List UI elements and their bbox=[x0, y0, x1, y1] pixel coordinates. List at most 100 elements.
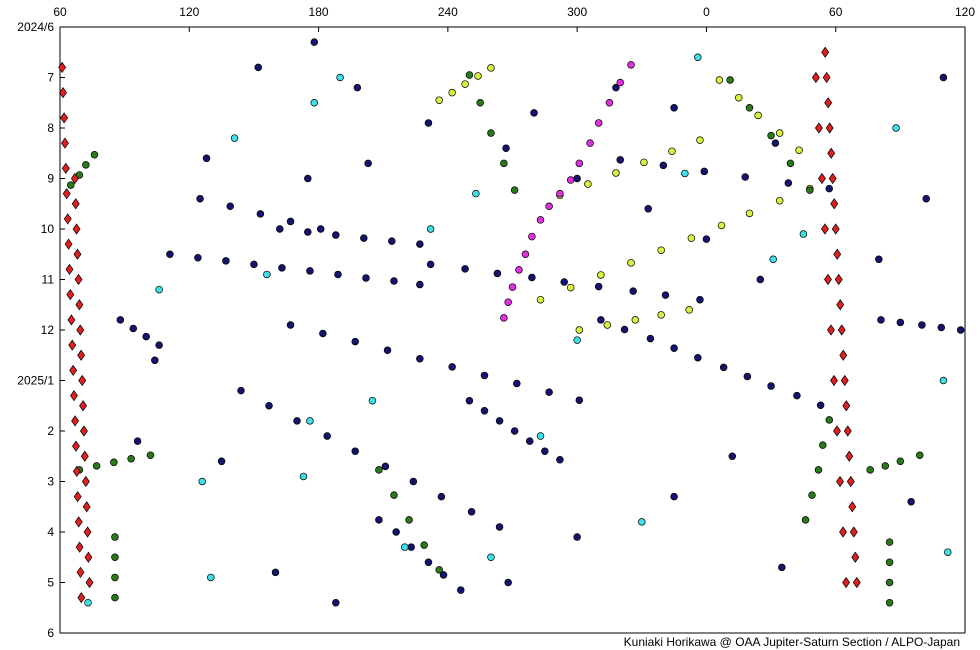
marker bbox=[814, 466, 823, 474]
marker bbox=[822, 71, 831, 84]
marker bbox=[515, 266, 523, 274]
marker bbox=[896, 457, 905, 466]
marker bbox=[806, 186, 814, 194]
marker bbox=[90, 151, 99, 159]
marker bbox=[73, 248, 82, 260]
marker bbox=[250, 260, 258, 269]
marker bbox=[741, 173, 749, 181]
marker bbox=[64, 238, 73, 250]
marker bbox=[918, 321, 926, 329]
marker bbox=[405, 516, 413, 524]
marker bbox=[521, 250, 530, 259]
marker bbox=[217, 457, 226, 466]
marker bbox=[840, 374, 849, 387]
x-tick-label: 180 bbox=[309, 5, 329, 19]
marker bbox=[409, 477, 418, 486]
marker bbox=[254, 63, 262, 72]
marker bbox=[545, 202, 553, 211]
marker bbox=[70, 172, 79, 185]
marker bbox=[65, 263, 74, 276]
marker bbox=[819, 441, 827, 449]
y-tick-label: 7 bbox=[47, 71, 54, 85]
marker bbox=[620, 325, 629, 334]
marker bbox=[71, 198, 80, 210]
marker bbox=[67, 314, 76, 326]
marker bbox=[332, 598, 340, 607]
marker bbox=[360, 234, 368, 242]
marker bbox=[816, 401, 825, 409]
marker bbox=[530, 109, 538, 117]
marker bbox=[573, 533, 581, 541]
marker bbox=[821, 46, 830, 58]
marker bbox=[833, 425, 841, 437]
marker bbox=[62, 188, 71, 200]
marker bbox=[657, 311, 665, 319]
marker bbox=[848, 501, 857, 513]
marker bbox=[726, 76, 734, 84]
marker bbox=[696, 136, 704, 144]
marker bbox=[778, 563, 786, 572]
marker bbox=[640, 158, 648, 167]
marker bbox=[836, 475, 844, 488]
marker bbox=[306, 417, 314, 425]
marker bbox=[573, 174, 581, 183]
marker bbox=[694, 354, 702, 362]
marker bbox=[545, 388, 553, 396]
marker bbox=[885, 598, 894, 607]
marker bbox=[842, 400, 851, 412]
y-tick-label: 2024/6 bbox=[17, 20, 54, 34]
marker bbox=[78, 374, 87, 387]
marker bbox=[575, 326, 584, 334]
marker bbox=[362, 274, 370, 282]
marker bbox=[728, 452, 737, 461]
marker bbox=[73, 491, 82, 503]
marker bbox=[286, 321, 295, 329]
marker bbox=[82, 501, 91, 513]
marker bbox=[426, 225, 435, 233]
marker bbox=[375, 516, 383, 524]
marker bbox=[556, 189, 564, 198]
marker bbox=[566, 283, 575, 292]
marker bbox=[500, 314, 508, 322]
marker bbox=[638, 518, 646, 526]
marker bbox=[717, 221, 726, 230]
marker bbox=[293, 417, 301, 425]
marker bbox=[334, 270, 342, 279]
marker bbox=[939, 376, 948, 385]
marker bbox=[487, 129, 495, 137]
marker bbox=[817, 172, 826, 185]
marker bbox=[849, 526, 858, 538]
marker bbox=[566, 176, 575, 184]
marker bbox=[127, 455, 135, 463]
marker bbox=[81, 475, 90, 488]
marker bbox=[448, 88, 456, 97]
marker bbox=[775, 196, 784, 205]
marker bbox=[133, 437, 142, 445]
y-tick-label: 9 bbox=[47, 172, 54, 186]
marker bbox=[495, 417, 504, 425]
marker bbox=[594, 282, 603, 291]
marker bbox=[814, 122, 823, 134]
marker bbox=[836, 299, 845, 311]
marker bbox=[336, 73, 344, 82]
marker bbox=[306, 267, 314, 275]
marker bbox=[276, 225, 284, 233]
marker bbox=[771, 139, 780, 147]
marker bbox=[60, 112, 69, 124]
marker bbox=[196, 194, 204, 203]
marker bbox=[166, 250, 174, 259]
y-tick-label: 8 bbox=[47, 121, 54, 135]
marker bbox=[92, 462, 101, 470]
marker bbox=[194, 254, 202, 262]
marker bbox=[830, 374, 838, 387]
marker bbox=[465, 396, 474, 405]
marker bbox=[487, 64, 495, 72]
marker bbox=[670, 492, 678, 501]
marker bbox=[401, 543, 409, 551]
y-tick-label: 6 bbox=[47, 626, 54, 640]
marker bbox=[75, 541, 84, 553]
marker bbox=[646, 334, 655, 343]
marker bbox=[465, 71, 474, 79]
marker bbox=[616, 156, 624, 164]
marker bbox=[510, 427, 519, 435]
